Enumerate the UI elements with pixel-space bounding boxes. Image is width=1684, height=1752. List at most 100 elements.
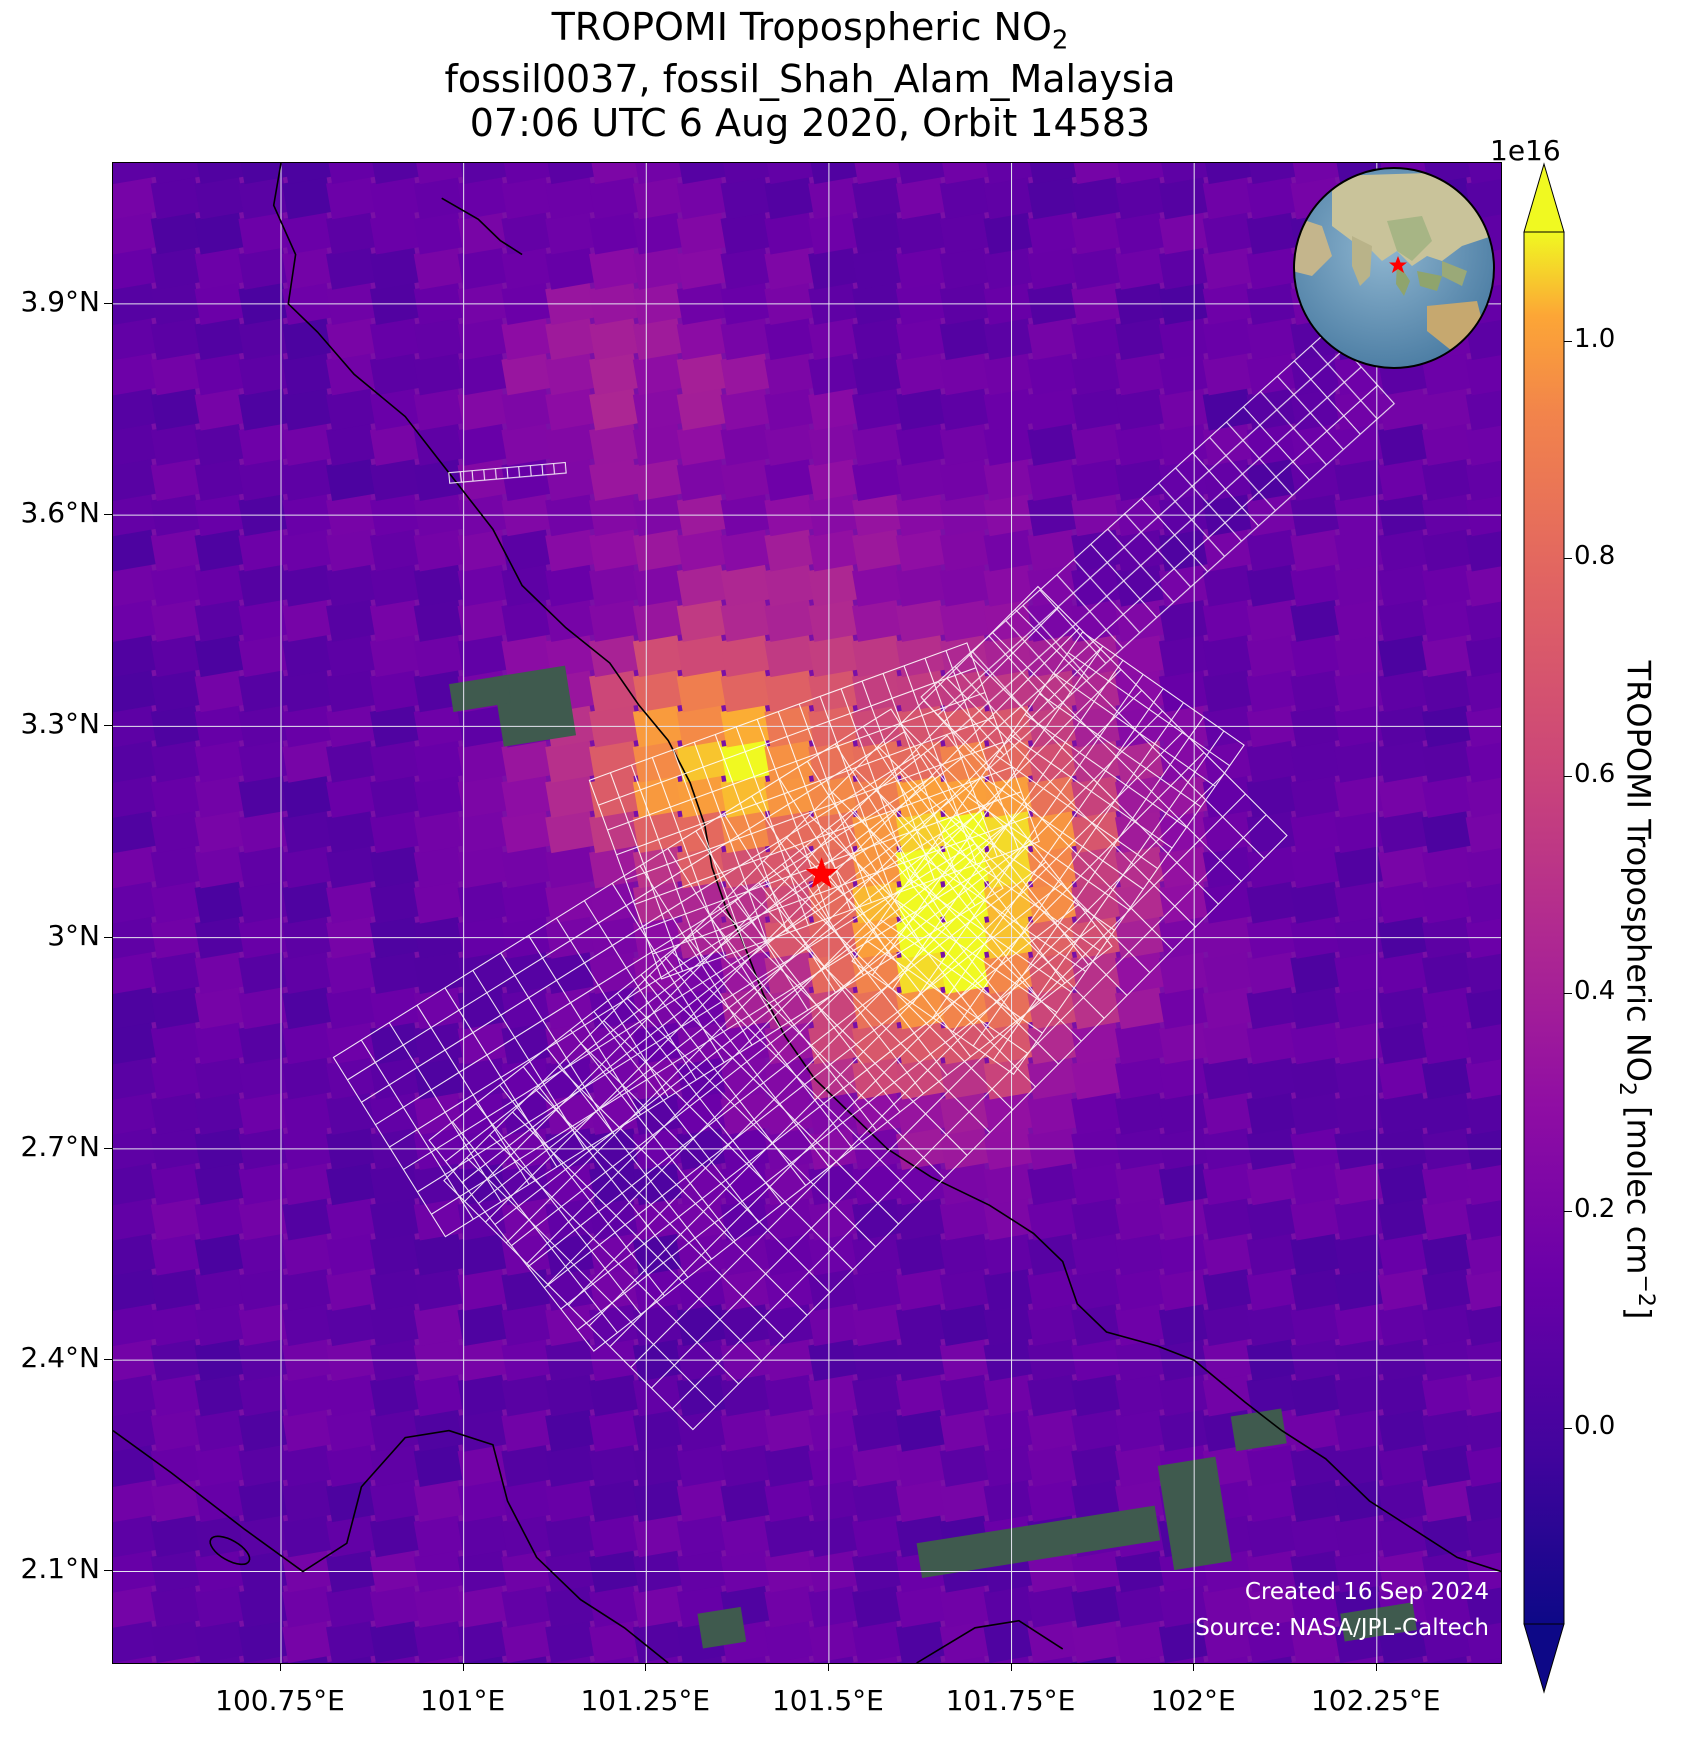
no2-pixel (1246, 1302, 1297, 1347)
no2-pixel (282, 1267, 333, 1311)
no2-pixel (764, 492, 815, 537)
no2-pixel (1334, 1197, 1385, 1241)
no2-pixel (457, 281, 508, 325)
no2-pixel (589, 845, 640, 889)
no2-pixel (1202, 176, 1253, 220)
no2-pixel (326, 1126, 377, 1171)
no2-pixel (326, 845, 377, 889)
no2-pixel (1114, 492, 1166, 537)
no2-pixel (939, 1161, 990, 1206)
no2-pixel (413, 1302, 465, 1347)
no2-pixel (113, 739, 158, 783)
no2-pixel (589, 1549, 640, 1593)
no2-pixel (1158, 563, 1210, 607)
no2-pixel (852, 563, 903, 607)
no2-pixel (457, 1478, 508, 1523)
no2-pixel (282, 387, 333, 431)
no2-pixel (632, 1478, 684, 1523)
no2-pixel (1465, 669, 1501, 713)
latitude-tick (104, 514, 112, 516)
no2-pixel (1158, 211, 1210, 255)
no2-pixel (589, 316, 640, 361)
no2-pixel (852, 457, 903, 502)
no2-pixel (1465, 563, 1501, 607)
no2-pixel (1465, 1197, 1501, 1241)
no2-pixel (808, 1338, 859, 1382)
longitude-label: 101°E (420, 1684, 506, 1717)
no2-pixel (1114, 316, 1166, 361)
no2-pixel (113, 669, 158, 713)
footprint-row-line (529, 465, 532, 477)
no2-pixel (1334, 1161, 1385, 1206)
no2-pixel (326, 1478, 377, 1523)
no2-pixel (1421, 1232, 1473, 1276)
no2-pixel (413, 1021, 465, 1065)
no2-pixel (1114, 457, 1166, 502)
no2-pixel (1202, 1619, 1253, 1663)
map-panel[interactable]: Created 16 Sep 2024 Source: NASA/JPL-Cal… (112, 162, 1502, 1664)
no2-pixel (150, 246, 202, 290)
no2-pixel (1377, 1021, 1429, 1065)
no2-pixel (720, 422, 771, 466)
no2-pixel (895, 633, 947, 678)
no2-pixel (150, 1161, 202, 1206)
no2-pixel (1158, 739, 1210, 783)
no2-pixel (545, 176, 596, 220)
no2-pixel (282, 176, 333, 220)
no2-pixel (1202, 316, 1253, 361)
no2-pixel (632, 352, 684, 396)
no2-pixel (150, 1126, 202, 1171)
footprint-col-line (607, 692, 986, 831)
no2-pixel (1027, 1232, 1078, 1276)
footprint-col-line (970, 384, 1379, 753)
no2-pixel (676, 492, 727, 537)
no2-pixel (1246, 669, 1297, 713)
no2-pixel (895, 1478, 947, 1523)
globe-inset (1293, 167, 1495, 369)
no2-pixel (939, 1373, 990, 1417)
no2-pixel (1114, 985, 1166, 1030)
no2-pixel (1246, 1514, 1297, 1558)
no2-pixel (326, 915, 377, 959)
no2-pixel (1421, 809, 1473, 854)
no2-pixel (895, 387, 947, 431)
no2-pixel (939, 563, 990, 607)
no2-pixel (632, 1302, 684, 1347)
no2-pixel (1246, 1584, 1297, 1628)
no2-pixel (676, 163, 727, 185)
no2-pixel (1377, 880, 1429, 924)
no2-pixel (1202, 1021, 1253, 1065)
no2-pixel (1421, 1584, 1473, 1628)
colorbar-body (1523, 231, 1565, 1625)
no2-pixel (238, 950, 289, 994)
no2-pixel (501, 598, 552, 642)
no2-pixel (632, 246, 684, 290)
no2-pixel (720, 163, 771, 185)
no2-pixel (194, 985, 245, 1030)
no2-pixel (1377, 774, 1429, 818)
no2-pixel (808, 598, 859, 642)
no2-pixel (1377, 598, 1429, 642)
no2-pixel (282, 880, 333, 924)
no2-pixel (1334, 845, 1385, 889)
no2-pixel (852, 281, 903, 325)
no2-pixel (1421, 528, 1473, 572)
no2-pixel (501, 1584, 552, 1628)
no2-pixel (983, 563, 1034, 607)
no2-pixel (632, 211, 684, 255)
no2-pixel (589, 563, 640, 607)
no2-pixel (150, 1549, 202, 1593)
no2-pixel (545, 1478, 596, 1523)
no2-pixel (895, 528, 947, 572)
no2-pixel (457, 1267, 508, 1311)
no2-pixel (1377, 1197, 1429, 1241)
no2-pixel (720, 704, 771, 748)
no2-pixel (326, 598, 377, 642)
no2-pixel (895, 563, 947, 607)
no2-pixel (1421, 1478, 1473, 1523)
colorbar-tick-label: 0.2 (1574, 1193, 1616, 1224)
no2-pixel (238, 492, 289, 537)
no2-pixel (983, 1197, 1034, 1241)
no2-pixel (326, 316, 377, 361)
no2-pixel (150, 880, 202, 924)
